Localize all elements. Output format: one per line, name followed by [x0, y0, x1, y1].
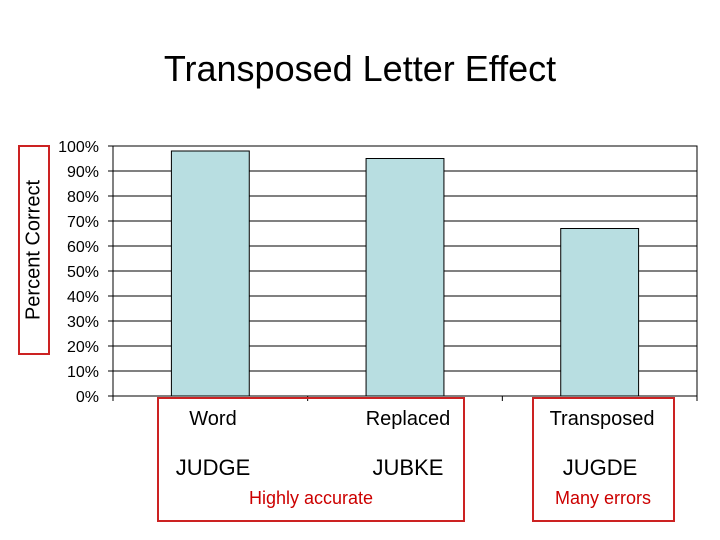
category-label-replaced: Replaced [365, 408, 451, 430]
y-tick-label: 10% [67, 364, 99, 381]
y-tick-label: 80% [67, 189, 99, 206]
y-tick-label: 70% [67, 214, 99, 231]
y-axis-label-box: Percent Correct [18, 145, 50, 355]
y-tick-label: 100% [58, 139, 99, 156]
y-tick-label: 90% [67, 164, 99, 181]
y-tick-label: 40% [67, 289, 99, 306]
highlight-box-errors [532, 397, 675, 522]
y-tick-label: 60% [67, 239, 99, 256]
example-transposed: JUGDE [562, 455, 638, 480]
y-tick-label: 30% [67, 314, 99, 331]
y-tick-label: 20% [67, 339, 99, 356]
bar-transposed [560, 228, 640, 397]
highlight-box-accurate [157, 397, 465, 522]
bar-replaced [365, 158, 445, 397]
y-tick-label: 0% [76, 389, 99, 406]
note-highly-accurate: Highly accurate [248, 488, 374, 508]
note-many-errors: Many errors [554, 488, 652, 508]
example-word: JUDGE [175, 455, 251, 480]
y-tick-label: 50% [67, 264, 99, 281]
example-replaced: JUBKE [372, 455, 444, 480]
category-label-transposed: Transposed [549, 408, 655, 430]
chart-title: Transposed Letter Effect [163, 48, 557, 89]
category-label-word: Word [189, 408, 237, 430]
bar-word [170, 150, 250, 397]
